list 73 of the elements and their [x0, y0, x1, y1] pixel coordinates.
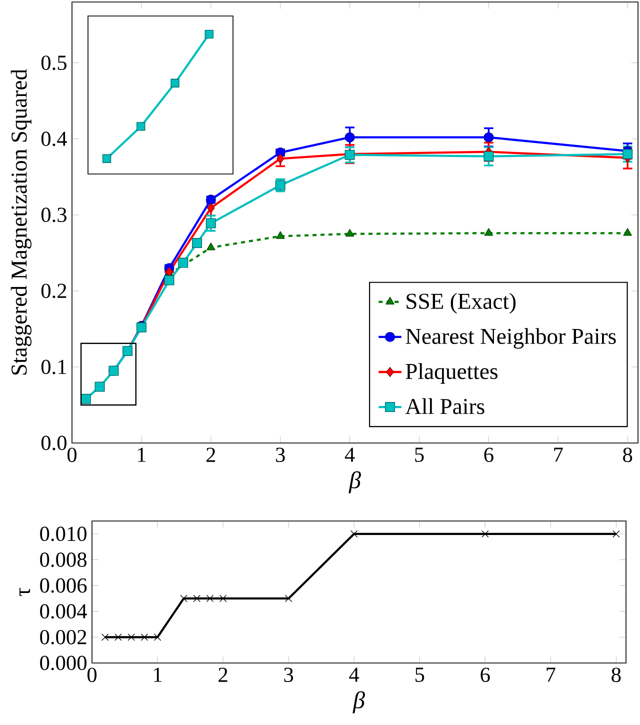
- y-tick-label: 0.010: [40, 526, 86, 542]
- point: [170, 78, 180, 88]
- x-tick-label: 0: [67, 448, 77, 462]
- y-tick-label: 0.004: [40, 604, 87, 619]
- x-tick-label: 8: [623, 448, 632, 462]
- point: [219, 594, 227, 602]
- point: [206, 218, 216, 228]
- point: [484, 151, 494, 162]
- x-tick-label: 6: [480, 668, 490, 682]
- point: [164, 275, 174, 286]
- y-tick-label: 0.3: [41, 208, 66, 222]
- point: [284, 594, 292, 602]
- x-axis-title: β: [348, 471, 361, 494]
- y-tick-label: 0.5: [41, 56, 66, 70]
- x-tick-label: 4: [349, 668, 360, 682]
- point: [204, 30, 214, 39]
- x-tick-label: 3: [276, 448, 285, 462]
- x-tick-label: 1: [138, 448, 146, 462]
- y-tick-label: 0.000: [40, 656, 86, 670]
- point: [276, 231, 285, 239]
- point: [350, 530, 358, 538]
- point: [481, 530, 489, 538]
- x-tick-label: 2: [218, 668, 228, 682]
- y-tick-label: 0.002: [40, 630, 86, 644]
- point: [344, 132, 355, 142]
- point: [207, 203, 215, 214]
- point: [180, 594, 188, 602]
- point: [80, 394, 91, 404]
- point: [140, 634, 148, 641]
- legend-label: All Pairs: [405, 398, 484, 414]
- point: [622, 149, 633, 160]
- x-tick-label: 0: [87, 668, 97, 682]
- point: [178, 258, 188, 268]
- point: [484, 228, 494, 236]
- y-axis-title: τ: [20, 588, 30, 596]
- point: [345, 228, 354, 237]
- legend-label: SSE (Exact): [406, 293, 516, 314]
- x-tick-label: 1: [154, 668, 162, 682]
- x-axis-title: β: [352, 691, 365, 714]
- point: [612, 530, 620, 538]
- x-tick-label: 5: [415, 448, 424, 462]
- point: [206, 242, 216, 250]
- y-tick-label: 0.4: [41, 132, 67, 146]
- y-tick-label: 0.2: [41, 284, 66, 298]
- x-tick-label: 3: [284, 668, 294, 682]
- y-axis-title: Staggered Magnetization Squared: [10, 69, 32, 375]
- x-tick-label: 5: [416, 668, 424, 682]
- point: [193, 594, 200, 602]
- point: [114, 634, 122, 641]
- point: [94, 382, 105, 392]
- y-tick-label: 0.1: [41, 360, 66, 374]
- point: [276, 154, 284, 164]
- x-tick-label: 8: [612, 668, 621, 682]
- y-tick-label: 0.008: [40, 552, 86, 567]
- point: [101, 634, 109, 641]
- x-tick-label: 7: [554, 448, 563, 462]
- point: [102, 154, 112, 163]
- x-tick-label: 2: [206, 448, 216, 462]
- x-tick-label: 6: [484, 448, 494, 462]
- y-tick-label: 0.006: [40, 578, 87, 593]
- point: [136, 122, 146, 131]
- y-tick-label: 0.0: [41, 436, 66, 450]
- point: [128, 634, 135, 641]
- x-tick-label: 7: [546, 668, 556, 682]
- legend-label: Plaquettes: [406, 363, 498, 384]
- point: [192, 238, 202, 248]
- point: [623, 228, 632, 236]
- legend-label: Nearest Neighbor Pairs: [406, 328, 616, 349]
- point: [165, 266, 174, 277]
- x-tick-label: 4: [344, 448, 355, 462]
- point: [206, 594, 214, 602]
- point: [484, 132, 494, 142]
- point: [154, 634, 162, 641]
